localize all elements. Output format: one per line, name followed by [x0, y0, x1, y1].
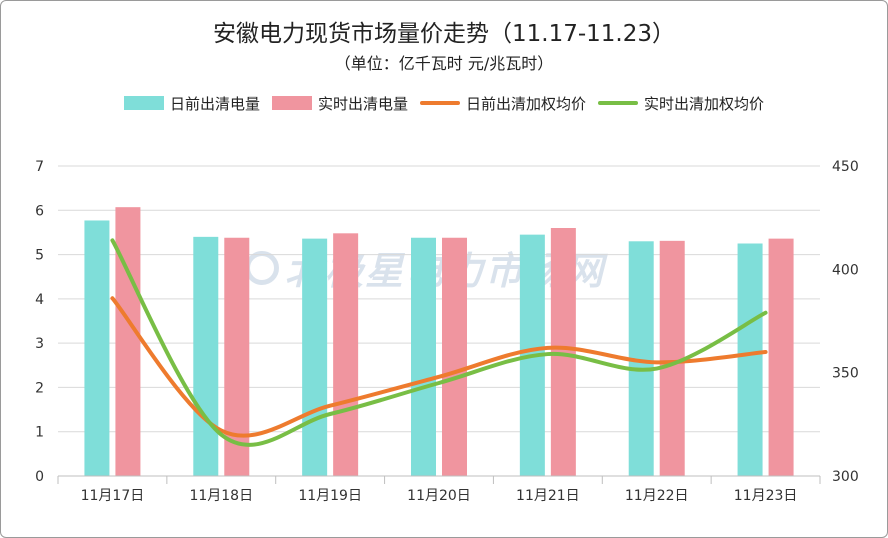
y-left-tick-label: 3: [35, 336, 44, 352]
x-tick-label: 11月17日: [81, 488, 145, 504]
bar-实时出清电量-11月19日: [333, 233, 359, 476]
legend-item-day-ahead-price[interactable]: 日前出清加权均价: [420, 93, 586, 114]
x-tick-label: 11月18日: [189, 488, 253, 504]
y-left-tick-label: 7: [35, 159, 44, 175]
y-left-tick-label: 1: [35, 425, 44, 441]
x-tick-label: 11月22日: [625, 488, 689, 504]
legend-item-day-ahead-volume[interactable]: 日前出清电量: [123, 93, 260, 114]
y-right-tick-label: 400: [832, 262, 859, 278]
chart-subtitle: （单位：亿千瓦时 元/兆瓦时）: [334, 54, 554, 73]
legend-swatch-realtime-volume: [271, 96, 312, 110]
y-right-tick-label: 300: [832, 469, 859, 485]
bar-实时出清电量-11月17日: [115, 207, 141, 476]
bar-日前出清电量-11月20日: [411, 237, 436, 476]
x-tick-label: 11月19日: [298, 488, 362, 504]
legend-swatch-day-ahead-volume: [123, 96, 164, 110]
bar-日前出清电量-11月18日: [193, 236, 219, 476]
legend-label-realtime-price: 实时出清加权均价: [644, 94, 765, 113]
x-tick-label: 11月23日: [734, 488, 798, 504]
y-right-tick-label: 450: [832, 159, 859, 175]
legend-item-realtime-volume[interactable]: 实时出清电量: [271, 93, 408, 114]
y-left-tick-label: 5: [35, 248, 44, 264]
bar-日前出清电量-11月19日: [302, 238, 328, 476]
bar-日前出清电量-11月23日: [737, 243, 763, 476]
x-tick-label: 11月21日: [516, 488, 580, 504]
bar-实时出清电量-11月20日: [442, 237, 467, 476]
legend-swatch-realtime-price: [598, 101, 639, 105]
bar-实时出清电量-11月23日: [768, 238, 794, 476]
x-tick-label: 11月20日: [407, 488, 471, 504]
y-right-tick-label: 350: [832, 366, 859, 382]
y-left-tick-label: 4: [35, 292, 44, 308]
bar-日前出清电量-11月17日: [84, 220, 110, 476]
legend-swatch-day-ahead-price: [420, 101, 460, 105]
line-实时出清加权均价: [110, 238, 768, 447]
legend-label-day-ahead-volume: 日前出清电量: [169, 94, 260, 113]
legend-label-day-ahead-price: 日前出清加权均价: [466, 94, 587, 113]
chart-title: 安徽电力现货市场量价走势（11.17-11.23）: [213, 21, 675, 47]
bar-实时出清电量-11月22日: [659, 240, 685, 476]
legend-label-realtime-volume: 实时出清电量: [317, 94, 408, 113]
chart-legend: 日前出清电量 实时出清电量 日前出清加权均价 实时出清加权均价: [0, 92, 888, 114]
y-left-tick-label: 6: [35, 203, 44, 219]
y-left-tick-label: 2: [35, 380, 44, 396]
legend-item-realtime-price[interactable]: 实时出清加权均价: [598, 93, 764, 114]
y-left-tick-label: 0: [35, 469, 44, 485]
